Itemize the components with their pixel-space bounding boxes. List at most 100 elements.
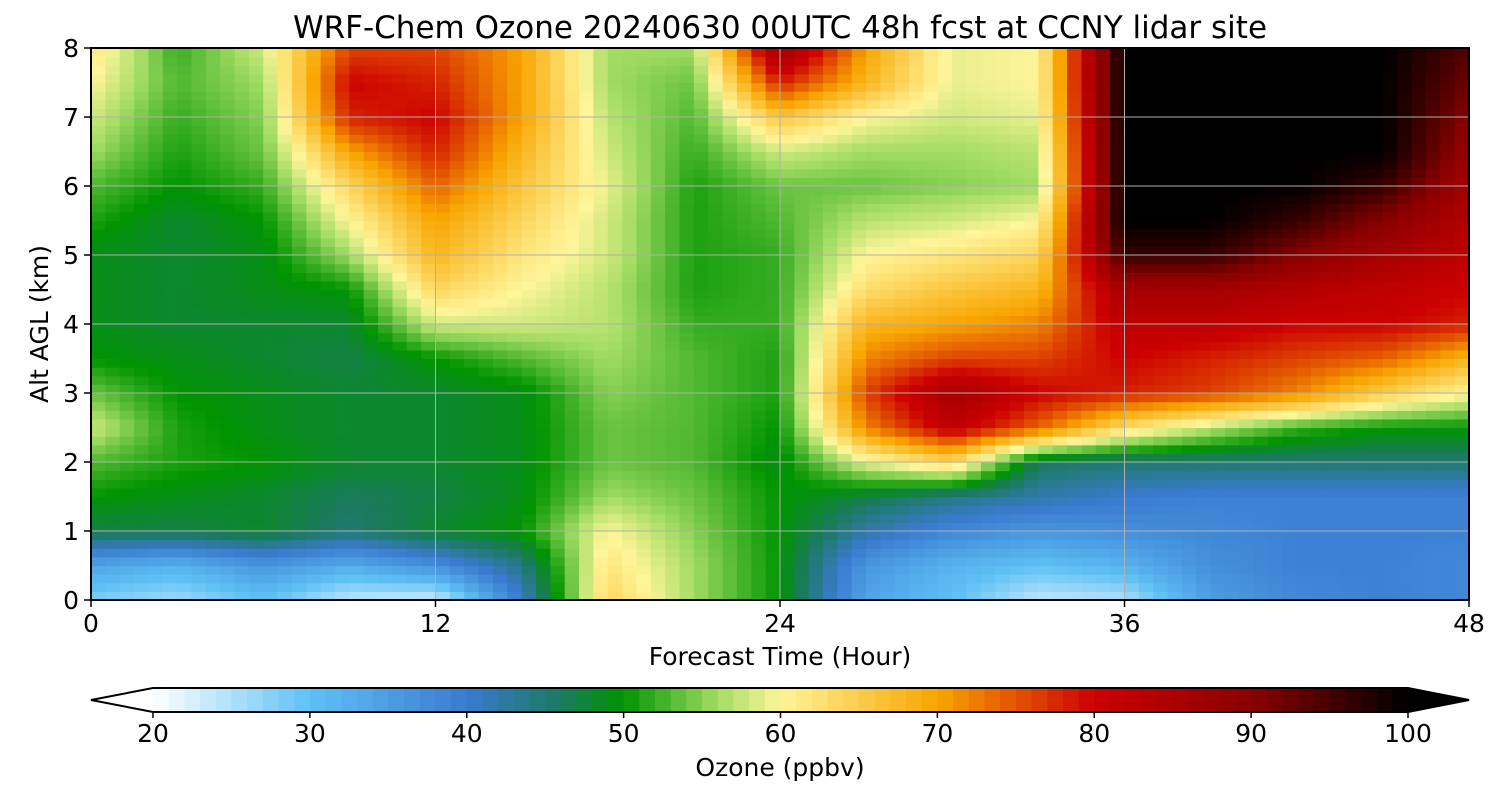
heat-cell: [794, 220, 810, 230]
heat-cell: [622, 142, 638, 153]
heat-cell: [191, 246, 207, 256]
heat-cell: [320, 246, 336, 256]
heat-cell: [335, 384, 350, 394]
heat-cell: [349, 427, 365, 437]
heat-cell: [765, 263, 781, 273]
heat-cell: [923, 444, 939, 454]
heat-cell: [1124, 332, 1140, 342]
heat-cell: [1110, 220, 1126, 230]
heat-cell: [492, 48, 508, 58]
heat-cell: [593, 289, 609, 299]
heat-cell: [1095, 410, 1111, 420]
heat-cell: [435, 332, 451, 342]
heat-cell: [607, 470, 623, 480]
heat-cell: [564, 65, 580, 75]
heat-cell: [306, 151, 322, 161]
heat-cell: [679, 565, 695, 575]
heat-cell: [478, 56, 494, 66]
heat-cell: [1167, 211, 1183, 222]
heat-cell: [1095, 341, 1111, 351]
heat-cell: [1024, 375, 1039, 385]
heat-cell: [1124, 522, 1140, 532]
heat-cell: [593, 186, 609, 196]
heat-cell: [1124, 168, 1140, 178]
heat-cell: [751, 384, 767, 394]
heat-cell: [335, 522, 350, 532]
heat-cell: [894, 332, 910, 342]
heat-cell: [277, 125, 293, 135]
heat-cell: [1124, 487, 1140, 498]
heat-cell: [406, 117, 422, 127]
heat-cell: [248, 186, 264, 196]
heat-cell: [1081, 211, 1097, 222]
heat-cell: [564, 410, 580, 420]
heat-cell: [751, 73, 767, 84]
heat-cell: [234, 229, 250, 239]
heat-cell: [780, 315, 795, 325]
heat-cell: [1153, 496, 1169, 506]
heat-cell: [1196, 134, 1212, 144]
heat-cell: [693, 56, 709, 66]
heat-cell: [521, 125, 537, 135]
heat-cell: [1167, 99, 1183, 109]
heat-cell: [1052, 203, 1068, 213]
heat-cell: [291, 531, 307, 541]
heat-cell: [995, 496, 1011, 506]
heat-cell: [851, 479, 867, 489]
heat-cell: [220, 410, 236, 420]
heat-cell: [134, 272, 150, 282]
heat-cell: [435, 160, 451, 170]
heat-cell: [1153, 108, 1169, 118]
heat-cell: [507, 237, 523, 247]
heat-cell: [363, 142, 379, 153]
heat-cell: [421, 470, 437, 480]
heat-cell: [851, 168, 867, 178]
heat-cell: [751, 436, 767, 446]
heat-cell: [507, 548, 523, 558]
heat-cell: [650, 263, 666, 273]
heat-cell: [1038, 470, 1054, 480]
heat-cell: [593, 574, 609, 584]
heat-cell: [1081, 556, 1097, 567]
heat-cell: [679, 220, 695, 230]
heat-cell: [923, 142, 939, 153]
heat-cell: [421, 99, 437, 109]
heat-cell: [406, 548, 422, 558]
heat-cell: [205, 142, 221, 153]
heat-cell: [306, 48, 322, 58]
heat-cell: [937, 177, 953, 187]
heat-cell: [335, 289, 350, 299]
heat-cell: [708, 194, 724, 204]
heat-cell: [335, 453, 350, 463]
heat-cell: [263, 108, 279, 118]
heat-cell: [593, 203, 609, 213]
heat-cell: [1095, 151, 1111, 161]
heat-cell: [823, 280, 839, 291]
heat-cell: [406, 186, 422, 196]
heat-cell: [91, 211, 106, 222]
heat-cell: [923, 186, 939, 196]
heat-cell: [306, 142, 322, 153]
heat-cell: [823, 487, 839, 498]
heat-cell: [306, 117, 322, 127]
heat-cell: [248, 315, 264, 325]
heat-cell: [91, 574, 106, 584]
heat-cell: [794, 591, 810, 601]
heat-cell: [1009, 358, 1025, 368]
heat-cell: [722, 82, 738, 92]
heat-cell: [693, 496, 709, 506]
heat-cell: [421, 289, 437, 299]
heat-cell: [349, 539, 365, 549]
heat-cell: [263, 341, 279, 351]
heat-cell: [765, 479, 781, 489]
heat-cell: [909, 142, 925, 153]
heat-cell: [995, 548, 1011, 558]
heat-cell: [1138, 160, 1154, 170]
heat-cell: [320, 177, 336, 187]
heat-cell: [162, 160, 178, 170]
heat-cell: [966, 418, 982, 429]
heat-cell: [349, 384, 365, 394]
heat-cell: [320, 358, 336, 368]
heat-cell: [335, 194, 350, 204]
heat-cell: [406, 246, 422, 256]
